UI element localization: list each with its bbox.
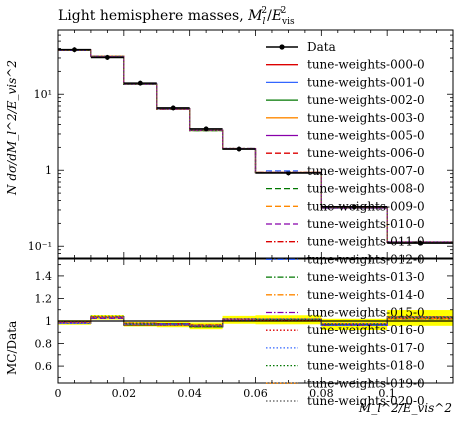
data-point xyxy=(321,204,388,210)
legend-entry: tune-weights-017-0 xyxy=(266,341,425,355)
legend-entry: tune-weights-016-0 xyxy=(266,323,425,337)
legend-entry: tune-weights-012-0 xyxy=(266,252,425,266)
legend-label: tune-weights-000-0 xyxy=(307,58,425,72)
legend-entry: tune-weights-014-0 xyxy=(266,288,425,302)
ratio-y-tick-label: 1.2 xyxy=(35,292,53,305)
legend-label: tune-weights-002-0 xyxy=(307,93,425,107)
legend-label: tune-weights-015-0 xyxy=(307,306,425,320)
legend-entry-data: Data xyxy=(266,40,336,54)
legend: Data tune-weights-000-0 tune-weights-001-0… xyxy=(266,40,425,408)
chart-title: Light hemisphere masses, Ml2/Evis2 xyxy=(58,6,295,27)
legend-label: tune-weights-013-0 xyxy=(307,270,425,284)
ratio-lines-layer xyxy=(58,315,453,328)
data-point xyxy=(156,105,190,111)
legend-entry: tune-weights-010-0 xyxy=(266,217,425,231)
data-point xyxy=(222,146,256,152)
legend-label: tune-weights-020-0 xyxy=(307,394,425,408)
legend-label: tune-weights-001-0 xyxy=(307,75,425,89)
ratio-y-axis-label: MC/Data xyxy=(5,321,19,375)
legend-entry: tune-weights-006-0 xyxy=(266,146,425,160)
legend-entry: tune-weights-011-0 xyxy=(266,235,425,249)
legend-entry: tune-weights-001-0 xyxy=(266,75,425,89)
legend-label: Data xyxy=(307,40,336,54)
x-tick-label: 0.08 xyxy=(309,387,334,400)
y-tick-label: 1 xyxy=(45,164,52,177)
legend-label: tune-weights-005-0 xyxy=(307,129,425,143)
series-line-ratio xyxy=(58,315,453,326)
legend-label: tune-weights-017-0 xyxy=(307,341,425,355)
data-point xyxy=(58,47,91,53)
legend-entry: tune-weights-003-0 xyxy=(266,111,425,125)
data-point xyxy=(189,126,223,132)
legend-label: tune-weights-008-0 xyxy=(307,182,425,196)
legend-entry: tune-weights-018-0 xyxy=(266,359,425,373)
x-tick-label: 0.1 xyxy=(378,387,396,400)
legend-entry: tune-weights-008-0 xyxy=(266,182,425,196)
legend-label: tune-weights-010-0 xyxy=(307,217,425,231)
series-line-ratio xyxy=(58,315,453,327)
data-point xyxy=(90,54,124,60)
ticks-layer: 0 0.02 0.04 0.06 0.08 0.1 10¹ 1 10⁻¹ 0.6 0.8 1 1.2 1.… xyxy=(28,29,454,400)
legend-entry: tune-weights-015-0 xyxy=(266,306,425,320)
x-axis-label: M_l^2/E_vis^2 xyxy=(358,401,452,415)
x-tick-label: 0.04 xyxy=(177,387,202,400)
x-tick-label: 0.02 xyxy=(112,387,137,400)
data-point xyxy=(387,240,453,246)
ratio-y-tick-label: 0.8 xyxy=(35,338,53,351)
legend-entry: tune-weights-019-0 xyxy=(266,376,425,390)
legend-entry: tune-weights-007-0 xyxy=(266,164,425,178)
y-tick-label: 10⁻¹ xyxy=(28,240,52,253)
legend-label: tune-weights-018-0 xyxy=(307,359,425,373)
legend-label: tune-weights-012-0 xyxy=(307,252,425,266)
legend-label: tune-weights-014-0 xyxy=(307,288,425,302)
main-y-axis-label: N dσ/dM_l^2/E_vis^2 xyxy=(5,60,19,196)
data-points-layer xyxy=(58,47,453,322)
legend-label: tune-weights-003-0 xyxy=(307,111,425,125)
legend-label: tune-weights-007-0 xyxy=(307,164,425,178)
legend-entry: tune-weights-005-0 xyxy=(266,129,425,143)
legend-entry: tune-weights-013-0 xyxy=(266,270,425,284)
legend-label: tune-weights-019-0 xyxy=(307,376,425,390)
x-tick-label: 0 xyxy=(55,387,62,400)
legend-label: tune-weights-006-0 xyxy=(307,146,425,160)
legend-label: tune-weights-009-0 xyxy=(307,199,425,213)
legend-label: tune-weights-016-0 xyxy=(307,323,425,337)
legend-entry: tune-weights-020-0 xyxy=(266,394,425,408)
legend-label: tune-weights-011-0 xyxy=(307,235,425,249)
legend-entry: tune-weights-009-0 xyxy=(266,199,425,213)
y-tick-label: 10¹ xyxy=(34,88,52,101)
data-point xyxy=(123,80,157,86)
ratio-y-tick-label: 1 xyxy=(45,315,52,328)
x-tick-label: 0.06 xyxy=(243,387,268,400)
ratio-y-tick-label: 0.6 xyxy=(35,360,53,373)
legend-entry: tune-weights-002-0 xyxy=(266,93,425,107)
legend-entry: tune-weights-000-0 xyxy=(266,58,425,72)
ratio-y-tick-label: 1.4 xyxy=(35,270,53,283)
